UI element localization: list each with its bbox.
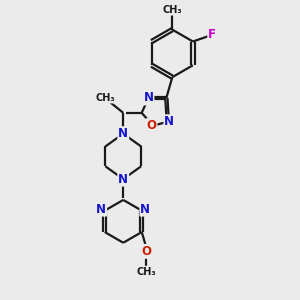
Text: N: N bbox=[118, 172, 128, 186]
Text: N: N bbox=[140, 202, 150, 216]
Text: F: F bbox=[208, 28, 216, 41]
Text: O: O bbox=[141, 245, 151, 258]
Text: N: N bbox=[96, 202, 106, 216]
Text: N: N bbox=[164, 115, 174, 128]
Text: N: N bbox=[118, 127, 128, 140]
Text: CH₃: CH₃ bbox=[96, 93, 116, 103]
Text: N: N bbox=[143, 92, 154, 104]
Text: CH₃: CH₃ bbox=[136, 267, 156, 277]
Text: O: O bbox=[146, 119, 157, 132]
Text: CH₃: CH₃ bbox=[163, 5, 182, 15]
